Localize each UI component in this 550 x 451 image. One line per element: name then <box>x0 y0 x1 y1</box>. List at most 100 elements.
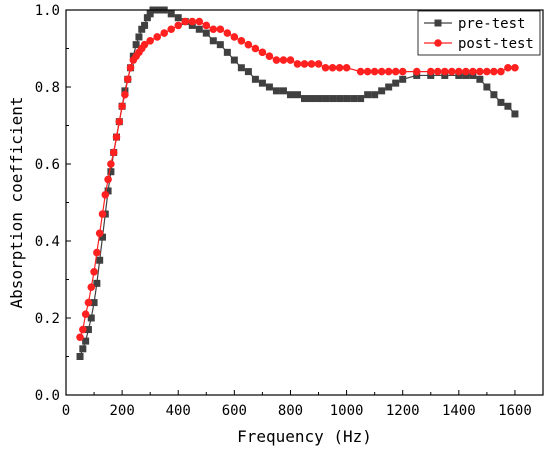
data-point-pre-test <box>490 91 498 99</box>
data-point-post-test <box>286 56 295 64</box>
x-axis-title: Frequency (Hz) <box>237 427 372 446</box>
data-point-pre-test <box>413 71 421 79</box>
data-point-pre-test <box>141 21 149 29</box>
data-point-post-test <box>265 52 274 60</box>
y-tick-label: 0.6 <box>35 157 60 173</box>
x-tick-label: 1400 <box>442 403 476 419</box>
x-tick-label: 400 <box>166 403 191 419</box>
data-point-post-test <box>93 248 101 257</box>
data-point-pre-test <box>104 187 112 195</box>
data-point-pre-test <box>322 95 330 103</box>
data-point-pre-test <box>93 279 101 287</box>
data-point-post-test <box>377 67 386 76</box>
data-point-post-test <box>511 63 519 72</box>
data-point-post-test <box>448 67 456 76</box>
data-point-pre-test <box>343 95 351 103</box>
data-point-post-test <box>300 60 309 68</box>
data-point-pre-test <box>87 314 95 322</box>
data-point-post-test <box>209 25 218 34</box>
data-point-pre-test <box>392 79 400 87</box>
data-point-pre-test <box>293 91 301 99</box>
data-point-pre-test <box>265 83 273 91</box>
data-point-post-test <box>335 63 344 72</box>
data-point-pre-test <box>371 91 379 99</box>
data-point-post-test <box>272 56 281 64</box>
data-point-pre-test <box>476 75 484 83</box>
series-post-test <box>76 17 519 342</box>
plot-area <box>66 10 543 395</box>
data-point-post-test <box>412 67 421 76</box>
data-point-post-test <box>140 40 149 49</box>
data-point-pre-test <box>96 256 104 264</box>
data-point-post-test <box>321 63 330 72</box>
data-point-pre-test <box>462 71 470 79</box>
data-point-pre-test <box>135 33 143 41</box>
data-point-post-test <box>101 191 110 199</box>
data-point-post-test <box>342 63 351 72</box>
legend-label-post-test: post-test <box>458 36 534 52</box>
data-point-pre-test <box>329 95 337 103</box>
data-point-post-test <box>153 33 161 41</box>
data-point-pre-test <box>90 299 98 307</box>
data-point-pre-test <box>301 95 308 103</box>
data-point-pre-test <box>483 83 491 91</box>
x-tick-label: 1000 <box>330 403 364 419</box>
data-point-post-test <box>146 37 154 45</box>
x-tick-label: 200 <box>109 403 134 419</box>
data-point-post-test <box>356 67 365 76</box>
axes-layer: 0 200 400 600 800 1000 1200 1400 1600 0.0 0.2 0.4 0.… <box>35 3 544 419</box>
legend-marker-pre-test <box>434 19 442 27</box>
data-point-pre-test <box>497 98 505 106</box>
y-axis-title: Absorption coefficient <box>7 97 26 309</box>
data-point-pre-test <box>427 71 435 79</box>
data-point-post-test <box>455 67 463 76</box>
y-tick-label: 0.8 <box>35 80 60 96</box>
data-point-post-test <box>79 325 87 334</box>
data-point-post-test <box>462 67 470 76</box>
data-point-post-test <box>112 133 121 141</box>
data-point-post-test <box>195 17 204 26</box>
x-tick-label: 600 <box>222 403 247 419</box>
data-point-post-test <box>174 21 183 30</box>
data-point-post-test <box>188 17 197 26</box>
data-point-post-test <box>126 63 135 72</box>
data-point-post-test <box>497 67 505 76</box>
data-point-post-test <box>81 310 90 318</box>
data-point-pre-test <box>237 64 245 72</box>
data-point-pre-test <box>84 326 92 334</box>
data-point-post-test <box>370 67 379 76</box>
data-point-post-test <box>363 67 372 76</box>
legend: pre-test post-test <box>417 10 541 56</box>
data-point-pre-test <box>385 83 393 91</box>
data-point-post-test <box>167 25 176 34</box>
data-point-pre-test <box>308 95 316 103</box>
x-tick-label: 1200 <box>386 403 420 419</box>
data-point-post-test <box>279 56 288 64</box>
data-point-pre-test <box>132 41 140 49</box>
data-point-post-test <box>391 67 400 76</box>
data-point-pre-test <box>251 75 259 83</box>
data-point-pre-test <box>504 102 512 110</box>
data-point-pre-test <box>202 29 210 37</box>
data-point-pre-test <box>364 91 372 99</box>
y-tick-label: 0.2 <box>35 311 60 327</box>
data-point-post-test <box>87 283 96 292</box>
data-point-post-test <box>109 148 118 157</box>
data-point-pre-test <box>107 168 115 176</box>
data-point-post-test <box>251 44 260 53</box>
data-point-post-test <box>76 333 84 342</box>
data-point-post-test <box>384 67 393 76</box>
data-point-pre-test <box>167 10 175 18</box>
y-tick-label: 0.0 <box>35 388 60 404</box>
data-point-pre-test <box>244 68 252 76</box>
data-point-post-test <box>104 175 112 184</box>
data-point-post-test <box>98 210 107 218</box>
data-point-pre-test <box>143 14 151 22</box>
data-point-pre-test <box>441 71 449 79</box>
x-tick-label: 0 <box>62 403 70 419</box>
data-point-post-test <box>244 40 253 49</box>
data-point-post-test <box>476 67 484 76</box>
data-point-post-test <box>230 33 239 41</box>
data-point-pre-test <box>121 87 129 95</box>
